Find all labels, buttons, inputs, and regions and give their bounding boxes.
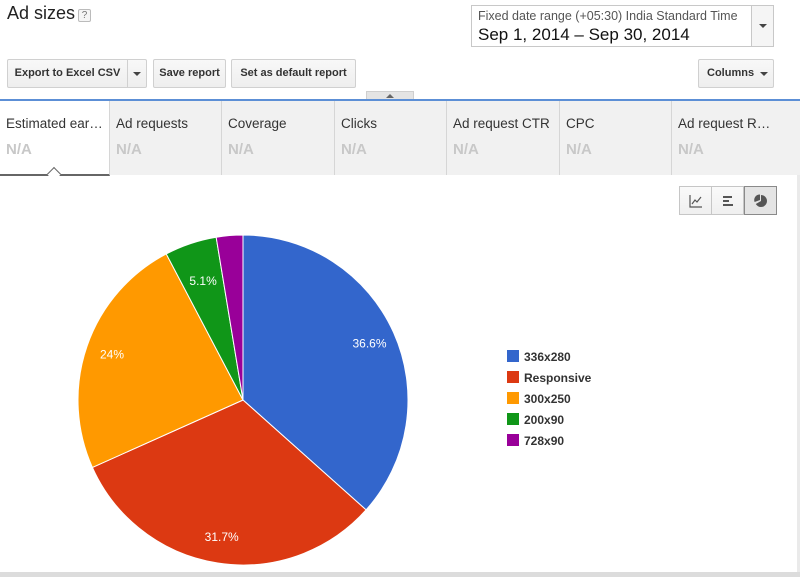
- metric-name: Estimated ear…: [6, 116, 103, 131]
- tab-ad-requests[interactable]: Ad requests N/A: [110, 101, 222, 175]
- pie-slice-label: 24%: [100, 348, 124, 362]
- metric-value: N/A: [453, 141, 479, 158]
- chevron-down-icon: [760, 72, 768, 76]
- collapse-handle[interactable]: [366, 91, 414, 100]
- legend-swatch: [507, 392, 519, 404]
- pie-slice-label: 36.6%: [352, 336, 386, 350]
- legend-swatch: [507, 434, 519, 446]
- legend-swatch: [507, 371, 519, 383]
- tab-coverage[interactable]: Coverage N/A: [222, 101, 335, 175]
- columns-label: Columns: [707, 67, 755, 79]
- pie-slice-300x250[interactable]: [77, 253, 244, 469]
- date-range-picker[interactable]: Fixed date range (+05:30) India Standard…: [471, 5, 774, 47]
- metric-value: N/A: [341, 141, 367, 158]
- legend-item-label[interactable]: 200x90: [524, 413, 564, 427]
- metric-name: Ad request CTR: [453, 116, 550, 131]
- legend-item-label[interactable]: 300x250: [524, 392, 571, 406]
- chart-legend: 336x280 Responsive 300x250 200x90 728x90: [507, 350, 592, 448]
- set-default-report-button[interactable]: Set as default report: [231, 59, 356, 88]
- metric-value: N/A: [566, 141, 592, 158]
- line-chart-view-button[interactable]: [679, 186, 712, 215]
- pie-slice-labels: 36.6% 31.7% 24% 5.1%: [100, 274, 387, 544]
- pie-slice-728x90[interactable]: [215, 234, 244, 401]
- pie-chart-icon: [754, 194, 767, 207]
- metric-name: Coverage: [228, 116, 287, 131]
- metric-name: Clicks: [341, 116, 377, 131]
- metrics-bar: Estimated ear… N/A Ad requests N/A Cover…: [0, 99, 800, 182]
- save-report-button[interactable]: Save report: [153, 59, 226, 88]
- question-icon[interactable]: ?: [78, 9, 91, 22]
- metric-value: N/A: [6, 141, 32, 158]
- legend-item-label[interactable]: 728x90: [524, 434, 564, 448]
- bar-chart-icon: [723, 196, 733, 206]
- tab-cpc[interactable]: CPC N/A: [560, 101, 672, 175]
- date-range-value: Sep 1, 2014 – Sep 30, 2014: [478, 25, 690, 44]
- metric-name: Ad request R…: [678, 116, 771, 131]
- date-range-label: Fixed date range (+05:30) India Standard…: [478, 9, 738, 23]
- page-title: Ad sizes: [7, 3, 76, 23]
- pie-slice-Responsive[interactable]: [91, 399, 367, 566]
- legend-item-label[interactable]: 336x280: [524, 350, 571, 364]
- active-tab-indicator: [46, 166, 62, 182]
- legend-swatch: [507, 413, 519, 425]
- chevron-up-icon: [386, 94, 394, 98]
- legend-item-label[interactable]: Responsive: [524, 371, 592, 385]
- ad-sizes-pie-chart: 36.6% 31.7% 24% 5.1% 336x280 Responsive 300x2…: [77, 234, 592, 566]
- pie-slice-label: 5.1%: [189, 274, 217, 288]
- chevron-down-icon: [133, 72, 141, 76]
- section-divider: [0, 572, 800, 577]
- tab-estimated-earnings[interactable]: Estimated ear… N/A: [0, 101, 110, 182]
- tab-clicks[interactable]: Clicks N/A: [335, 101, 447, 175]
- metric-value: N/A: [116, 141, 142, 158]
- metric-value: N/A: [678, 141, 704, 158]
- scrollbar-track[interactable]: [797, 175, 800, 575]
- legend-swatch: [507, 350, 519, 362]
- pie-chart-view-button[interactable]: [744, 186, 777, 215]
- export-csv-button[interactable]: Export to Excel CSV: [7, 59, 128, 88]
- pie-slice-336x280[interactable]: [242, 234, 409, 511]
- tab-ad-request-rpm[interactable]: Ad request R… N/A: [672, 101, 800, 175]
- pie-slice-label: 31.7%: [205, 530, 239, 544]
- tab-ad-request-ctr[interactable]: Ad request CTR N/A: [447, 101, 560, 175]
- bar-chart-view-button[interactable]: [711, 186, 744, 215]
- date-range-dropdown[interactable]: [751, 6, 773, 46]
- columns-button[interactable]: Columns: [698, 59, 774, 88]
- export-dropdown-button[interactable]: [127, 59, 147, 88]
- metric-name: Ad requests: [116, 116, 189, 131]
- pie-slices: [77, 234, 409, 566]
- line-chart-icon: [689, 195, 702, 208]
- chevron-down-icon: [759, 24, 767, 28]
- metric-name: CPC: [566, 116, 595, 131]
- metric-value: N/A: [228, 141, 254, 158]
